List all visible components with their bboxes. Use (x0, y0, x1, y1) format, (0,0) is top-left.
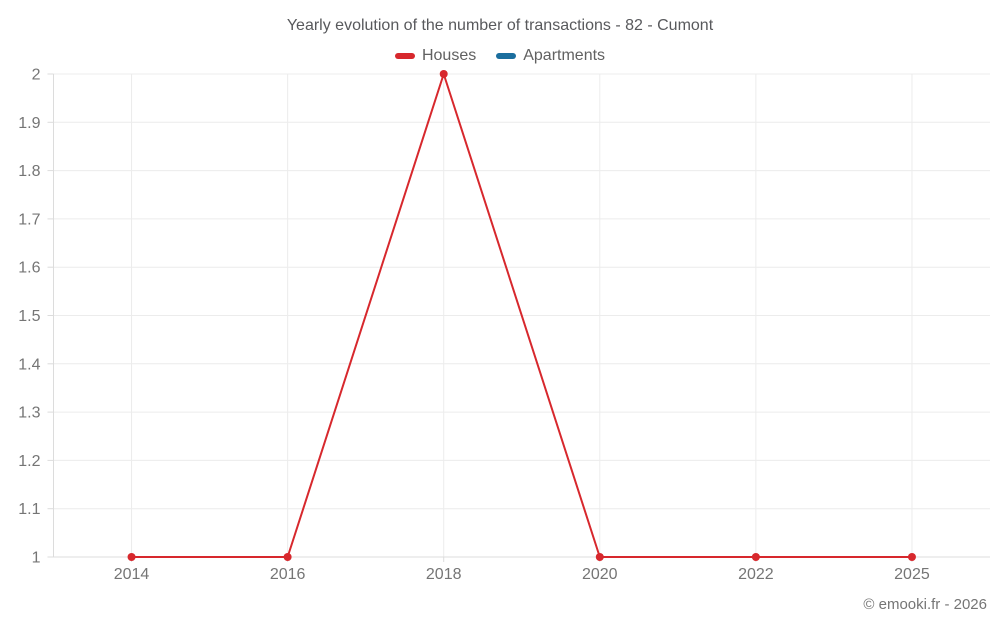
y-tick-label: 1.8 (18, 163, 40, 180)
x-tick-label: 2016 (270, 566, 306, 583)
y-tick-label: 1.2 (18, 453, 40, 470)
houses-data-point (907, 553, 916, 561)
y-tick-label: 1.5 (18, 308, 40, 325)
legend-label-houses: Houses (421, 47, 477, 64)
x-tick-label: 2014 (114, 566, 150, 583)
copyright-text: © emooki.fr - 2026 (863, 596, 987, 613)
y-tick-label: 1 (32, 550, 41, 567)
houses-series-line (130, 73, 913, 558)
y-tick-label: 1.7 (18, 211, 40, 228)
houses-data-point (127, 553, 136, 561)
legend: Houses Apartments (0, 47, 1000, 65)
houses-series-swatch (394, 53, 415, 59)
houses-data-point (439, 70, 448, 78)
legend-label-apartments: Apartments (523, 47, 606, 64)
x-tick-label: 2025 (894, 566, 930, 583)
apartments-series-swatch (496, 53, 517, 59)
houses-data-point (283, 553, 292, 561)
y-tick-label: 1.9 (18, 115, 40, 132)
x-tick-label: 2020 (582, 566, 618, 583)
y-tick-label: 1.4 (18, 356, 40, 373)
legend-item-houses[interactable]: Houses (394, 47, 477, 65)
x-tick-label: 2022 (738, 566, 774, 583)
houses-data-point (595, 553, 604, 561)
houses-data-point (751, 553, 760, 561)
y-tick-label: 2 (32, 67, 41, 84)
y-tick-label: 1.6 (18, 260, 40, 277)
y-tick-label: 1.1 (18, 501, 40, 518)
y-tick-label: 1.3 (18, 405, 40, 422)
x-tick-label: 2018 (426, 566, 462, 583)
chart-title: Yearly evolution of the number of transa… (286, 17, 714, 34)
legend-item-apartments[interactable]: Apartments (496, 47, 605, 65)
